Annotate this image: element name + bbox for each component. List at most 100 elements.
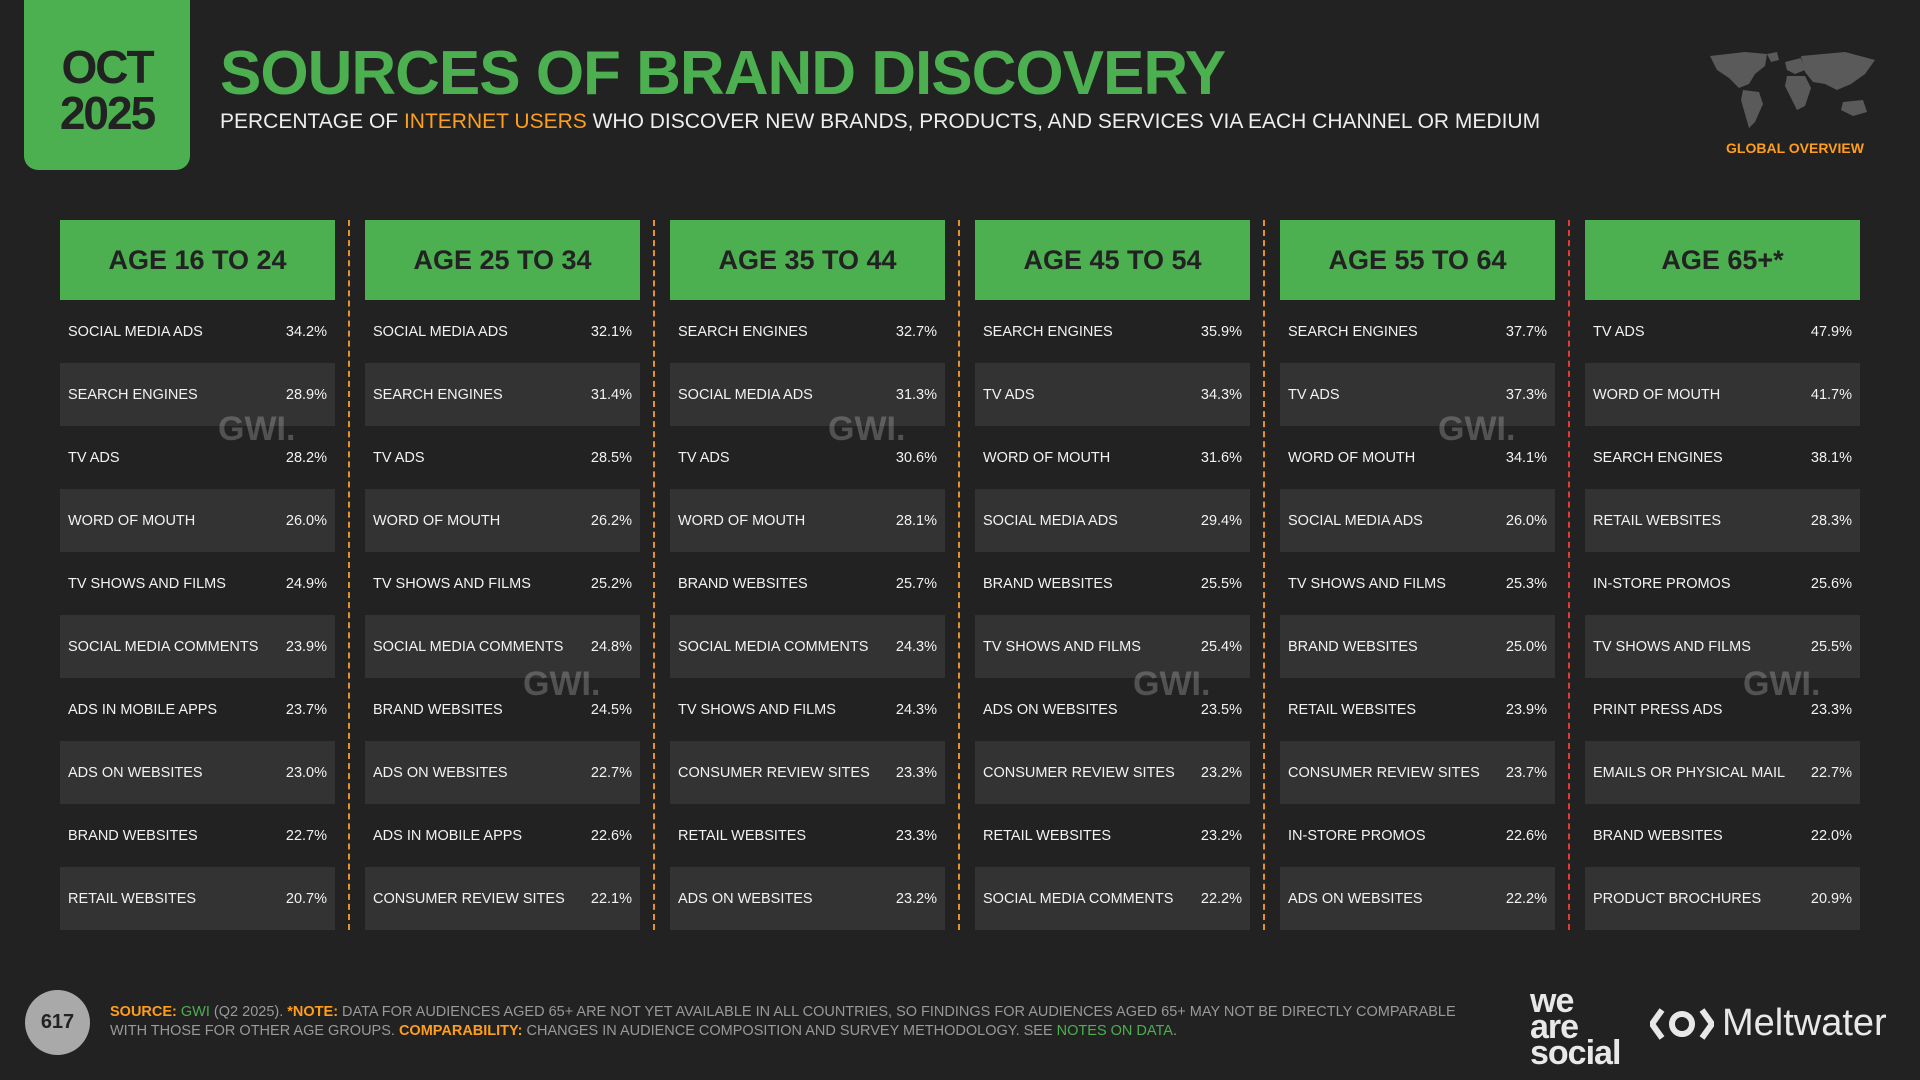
date-badge: OCT 2025 [24,0,190,170]
channel-label: WORD OF MOUTH [1593,386,1721,403]
channel-value: 24.8% [590,638,632,655]
column-divider [653,220,655,930]
age-column: AGE 65+* TV ADS 47.9% WORD OF MOUTH 41.7… [1585,220,1860,930]
page-subtitle: PERCENTAGE OF INTERNET USERS WHO DISCOVE… [220,110,1540,134]
table-row: CONSUMER REVIEW SITES 23.2% [975,741,1250,804]
channel-value: 24.3% [895,701,937,718]
table-row: TV SHOWS AND FILMS 25.4% [975,615,1250,678]
channel-label: TV ADS [373,449,425,466]
channel-label: SOCIAL MEDIA ADS [68,323,203,340]
channel-label: BRAND WEBSITES [1593,827,1723,844]
table-row: BRAND WEBSITES 25.7% [670,552,945,615]
channel-value: 22.7% [1810,764,1852,781]
channel-label: SEARCH ENGINES [983,323,1113,340]
table-row: WORD OF MOUTH 31.6% [975,426,1250,489]
gwi-watermark: GWI. [218,410,296,448]
table-row: ADS ON WEBSITES 23.5% [975,678,1250,741]
channel-value: 23.3% [1810,701,1852,718]
channel-value: 31.4% [590,386,632,403]
channel-label: CONSUMER REVIEW SITES [678,764,870,781]
channel-label: PRINT PRESS ADS [1593,701,1723,718]
channel-label: TV ADS [1593,323,1645,340]
table-row: SOCIAL MEDIA COMMENTS 24.8% [365,615,640,678]
channel-value: 25.3% [1505,575,1547,592]
channel-label: SOCIAL MEDIA ADS [678,386,813,403]
gwi-watermark: GWI. [523,665,601,703]
table-row: PRINT PRESS ADS 23.3% [1585,678,1860,741]
meltwater-eye-icon [1650,1007,1714,1040]
meltwater-logo: Meltwater [1650,1002,1887,1045]
column-divider [958,220,960,930]
channel-value: 25.7% [895,575,937,592]
channel-label: TV ADS [68,449,120,466]
table-row: WORD OF MOUTH 28.1% [670,489,945,552]
table-row: SOCIAL MEDIA COMMENTS 23.9% [60,615,335,678]
table-row: SOCIAL MEDIA COMMENTS 24.3% [670,615,945,678]
channel-label: RETAIL WEBSITES [983,827,1112,844]
table-row: SEARCH ENGINES 38.1% [1585,426,1860,489]
channel-value: 47.9% [1810,323,1852,340]
channel-label: WORD OF MOUTH [1288,449,1416,466]
channel-value: 28.2% [285,449,327,466]
channel-label: RETAIL WEBSITES [68,890,197,907]
notes-on-data-link[interactable]: NOTES ON DATA [1056,1023,1173,1039]
channel-label: BRAND WEBSITES [68,827,198,844]
channel-value: 23.2% [1200,764,1242,781]
note-label: *NOTE: [287,1004,339,1020]
channel-value: 22.6% [1505,827,1547,844]
channel-value: 26.0% [1505,512,1547,529]
table-row: ADS ON WEBSITES 22.7% [365,741,640,804]
date-year: 2025 [59,87,156,139]
table-row: SOCIAL MEDIA ADS 32.1% [365,300,640,363]
table-row: TV SHOWS AND FILMS 24.9% [60,552,335,615]
date-month: OCT [61,41,154,93]
footer-notes: SOURCE: GWI (Q2 2025). *NOTE: DATA FOR A… [110,1003,1490,1041]
table-row: SEARCH ENGINES 37.7% [1280,300,1555,363]
age-column: AGE 25 TO 34 SOCIAL MEDIA ADS 32.1% SEAR… [365,220,640,930]
table-row: TV ADS 28.2% [60,426,335,489]
channel-label: TV SHOWS AND FILMS [1593,638,1751,655]
channel-value: 38.1% [1810,449,1852,466]
column-header: AGE 65+* [1585,220,1860,300]
channel-value: 22.2% [1200,890,1242,907]
source-link[interactable]: GWI [180,1004,210,1020]
column-header: AGE 25 TO 34 [365,220,640,300]
gwi-watermark: GWI. [1743,665,1821,703]
channel-label: WORD OF MOUTH [983,449,1111,466]
channel-value: 25.0% [1505,638,1547,655]
channel-value: 22.0% [1810,827,1852,844]
channel-label: ADS ON WEBSITES [373,764,508,781]
table-row: SEARCH ENGINES 32.7% [670,300,945,363]
table-row: RETAIL WEBSITES 28.3% [1585,489,1860,552]
channel-value: 34.1% [1505,449,1547,466]
logo-line: we [1530,982,1574,1020]
page-title: SOURCES OF BRAND DISCOVERY [220,39,1226,108]
channel-value: 28.5% [590,449,632,466]
channel-value: 23.9% [285,638,327,655]
channel-value: 32.1% [590,323,632,340]
table-row: WORD OF MOUTH 26.2% [365,489,640,552]
page-number: 617 [25,990,90,1055]
column-divider [1568,220,1570,930]
table-row: RETAIL WEBSITES 20.7% [60,867,335,930]
channel-label: WORD OF MOUTH [678,512,806,529]
table-row: TV ADS 30.6% [670,426,945,489]
channel-label: BRAND WEBSITES [678,575,808,592]
column-divider [348,220,350,930]
channel-label: SOCIAL MEDIA ADS [983,512,1118,529]
channel-label: SOCIAL MEDIA ADS [1288,512,1423,529]
table-row: RETAIL WEBSITES 23.3% [670,804,945,867]
channel-value: 23.7% [1505,764,1547,781]
region-label: GLOBAL OVERVIEW [1726,140,1864,156]
channel-value: 26.0% [285,512,327,529]
age-column: AGE 35 TO 44 SEARCH ENGINES 32.7% SOCIAL… [670,220,945,930]
table-row: WORD OF MOUTH 34.1% [1280,426,1555,489]
channel-value: 23.0% [285,764,327,781]
channel-value: 22.1% [590,890,632,907]
table-row: BRAND WEBSITES 22.0% [1585,804,1860,867]
channel-label: ADS IN MOBILE APPS [373,827,523,844]
table-row: ADS ON WEBSITES 23.0% [60,741,335,804]
column-divider [1263,220,1265,930]
subtitle-pre: PERCENTAGE OF [220,110,404,133]
channel-value: 37.7% [1505,323,1547,340]
